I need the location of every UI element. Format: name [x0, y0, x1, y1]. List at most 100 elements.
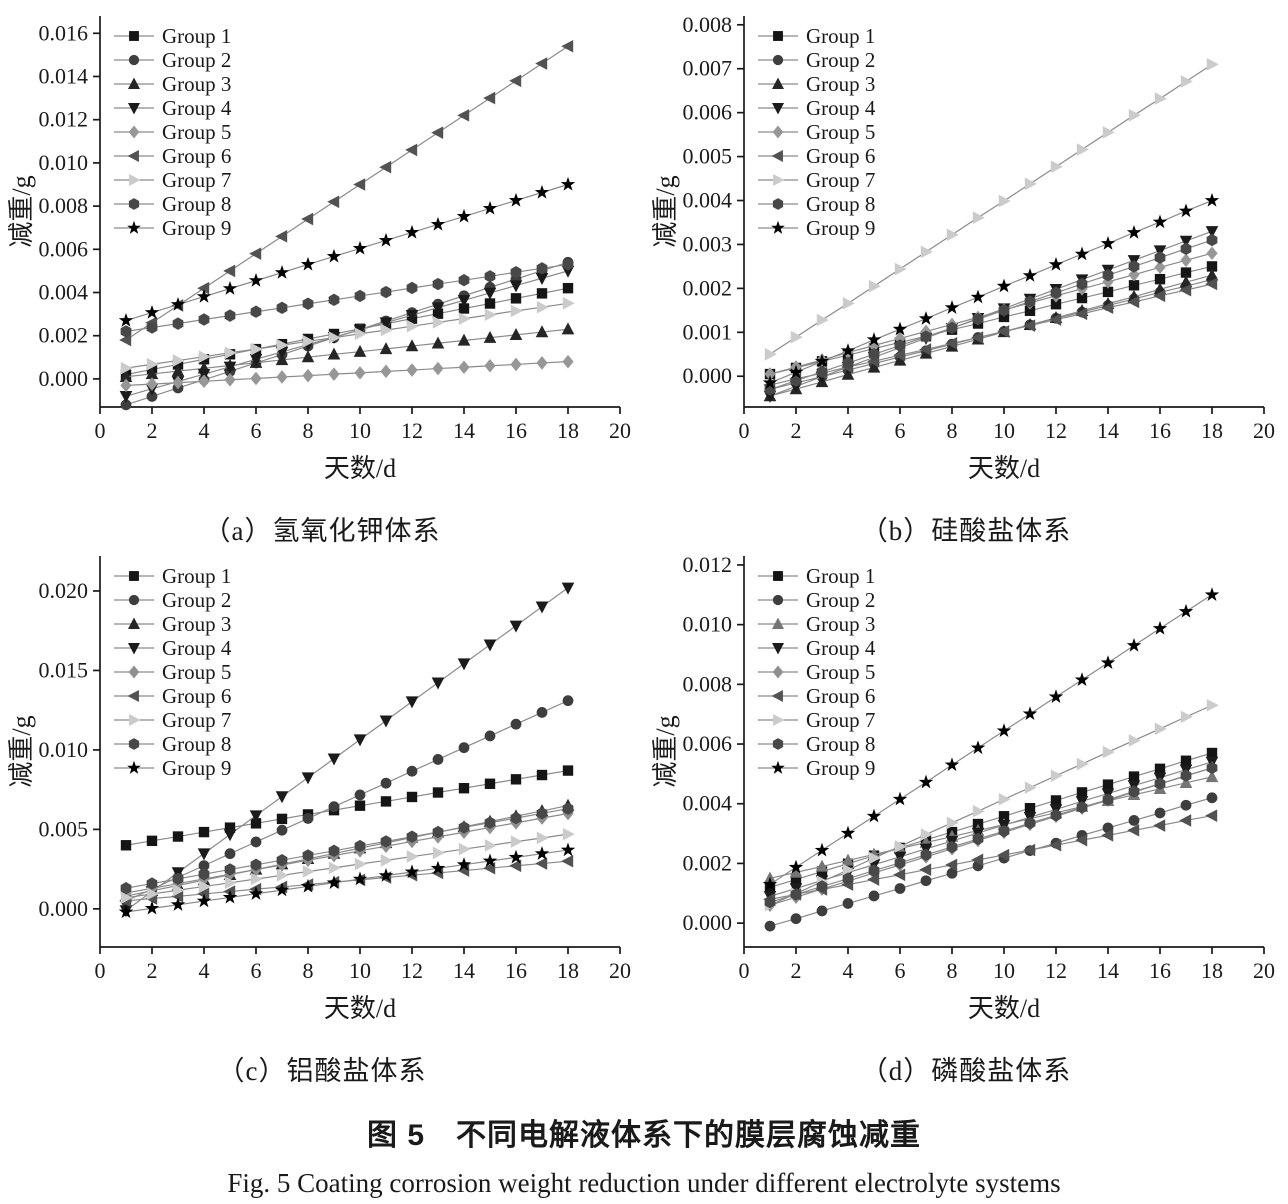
svg-text:2: 2	[147, 958, 158, 983]
svg-text:2: 2	[147, 418, 158, 443]
svg-text:0.014: 0.014	[39, 63, 89, 88]
series-c-5	[120, 806, 574, 900]
svg-text:Group 1: Group 1	[806, 24, 875, 48]
svg-text:14: 14	[453, 958, 475, 983]
x-axis-label: 天数/d	[968, 454, 1040, 483]
series-a-8	[120, 258, 574, 338]
svg-text:4: 4	[199, 958, 210, 983]
svg-text:12: 12	[1045, 958, 1067, 983]
svg-text:10: 10	[349, 958, 371, 983]
svg-text:14: 14	[1097, 958, 1119, 983]
svg-text:Group 7: Group 7	[162, 168, 231, 192]
svg-text:0.004: 0.004	[683, 188, 733, 213]
svg-text:Group 4: Group 4	[806, 636, 876, 660]
series-c-9	[118, 842, 576, 919]
svg-text:18: 18	[1201, 958, 1223, 983]
svg-text:0.002: 0.002	[683, 850, 733, 875]
svg-text:0.020: 0.020	[39, 578, 89, 603]
series-c-2	[120, 695, 574, 907]
chart-b-plot: 0 2 4 6 8 10 12 14 16 18 20 0.000 0.001 0.002 0.003 0.0…	[651, 12, 1276, 483]
svg-text:0: 0	[739, 418, 750, 443]
svg-text:Group 7: Group 7	[806, 168, 875, 192]
svg-text:Group 5: Group 5	[162, 120, 231, 144]
svg-text:Group 8: Group 8	[162, 732, 231, 756]
svg-text:0.012: 0.012	[39, 107, 89, 132]
svg-text:Group 1: Group 1	[806, 564, 875, 588]
chart-d-cell: 0 2 4 6 8 10 12 14 16 18 20 0.000 0.002 0.004 0.006 0.0…	[644, 542, 1288, 1094]
series-d-5	[764, 761, 1218, 913]
svg-text:Group 5: Group 5	[162, 660, 231, 684]
x-axis-label: 天数/d	[324, 994, 396, 1023]
chart-c-caption: （c）铝酸盐体系	[217, 1056, 427, 1086]
svg-text:0.012: 0.012	[683, 552, 733, 577]
series-c-7	[120, 827, 575, 905]
chart-b-cell: 0 2 4 6 8 10 12 14 16 18 20 0.000 0.001 0.002 0.003 0.0…	[644, 2, 1288, 546]
x-axis-label: 天数/d	[968, 994, 1040, 1023]
svg-text:2: 2	[791, 958, 802, 983]
svg-text:Group 1: Group 1	[162, 24, 231, 48]
svg-text:0.016: 0.016	[39, 20, 89, 45]
series-b-8	[764, 233, 1218, 396]
svg-text:0.006: 0.006	[39, 236, 89, 261]
svg-text:0.010: 0.010	[683, 612, 733, 637]
chart-d-canvas: 0 2 4 6 8 10 12 14 16 18 20 0.000 0.002 0.004 0.006 0.0…	[644, 542, 1288, 1047]
svg-text:0.006: 0.006	[683, 100, 733, 125]
svg-text:Group 4: Group 4	[162, 96, 232, 120]
svg-text:0.007: 0.007	[683, 56, 733, 81]
series-b-1	[764, 261, 1218, 380]
svg-text:0.015: 0.015	[39, 657, 89, 682]
svg-text:16: 16	[1149, 958, 1171, 983]
series-a-9	[118, 176, 576, 327]
axes-b: 0 2 4 6 8 10 12 14 16 18 20 0.000 0.001 0.002 0.003 0.0…	[683, 12, 1276, 443]
chart-b-caption: （b）硅酸盐体系	[860, 516, 1072, 546]
svg-text:16: 16	[1149, 418, 1171, 443]
svg-text:18: 18	[557, 418, 579, 443]
series-d-9	[762, 587, 1220, 891]
svg-text:18: 18	[1201, 418, 1223, 443]
svg-text:2: 2	[791, 418, 802, 443]
svg-text:14: 14	[453, 418, 475, 443]
svg-text:20: 20	[1253, 958, 1275, 983]
y-axis-label: 减重/g	[651, 175, 680, 247]
svg-text:6: 6	[895, 418, 906, 443]
series-d-2	[764, 792, 1218, 932]
svg-text:8: 8	[947, 958, 958, 983]
svg-text:Group 9: Group 9	[806, 756, 875, 780]
series-b-9	[762, 192, 1220, 389]
svg-text:12: 12	[401, 958, 423, 983]
series-c-3	[119, 798, 575, 902]
svg-text:4: 4	[199, 418, 210, 443]
chart-c-canvas: 0 2 4 6 8 10 12 14 16 18 20 0.000 0.005 0.010 0.015 0.0…	[0, 542, 644, 1047]
svg-text:18: 18	[557, 958, 579, 983]
svg-text:6: 6	[251, 418, 262, 443]
svg-text:Group 8: Group 8	[806, 732, 875, 756]
chart-a-plot: 0 2 4 6 8 10 12 14 16 18 20 0.000 0.002 0.004 0.006 0.0…	[7, 16, 631, 483]
svg-text:0: 0	[95, 418, 106, 443]
svg-text:0.000: 0.000	[683, 363, 733, 388]
chart-a-caption: （a）氢氧化钾体系	[203, 516, 441, 546]
svg-text:0.004: 0.004	[683, 791, 733, 816]
axes-a: 0 2 4 6 8 10 12 14 16 18 20 0.000 0.002 0.004 0.006 0.0…	[39, 16, 631, 443]
svg-text:12: 12	[401, 418, 423, 443]
svg-text:8: 8	[303, 418, 314, 443]
chart-b-canvas: 0 2 4 6 8 10 12 14 16 18 20 0.000 0.001 0.002 0.003 0.0…	[644, 2, 1288, 507]
svg-text:Group 4: Group 4	[162, 636, 232, 660]
svg-text:Group 8: Group 8	[162, 192, 231, 216]
svg-text:6: 6	[251, 958, 262, 983]
series-a-4	[119, 265, 575, 403]
svg-text:0.008: 0.008	[39, 193, 89, 218]
svg-text:Group 6: Group 6	[806, 144, 875, 168]
svg-text:0.002: 0.002	[683, 275, 733, 300]
svg-text:Group 8: Group 8	[806, 192, 875, 216]
svg-text:16: 16	[505, 418, 527, 443]
svg-text:Group 7: Group 7	[806, 708, 875, 732]
svg-text:0.000: 0.000	[39, 896, 89, 921]
svg-text:Group 6: Group 6	[806, 684, 875, 708]
svg-text:Group 9: Group 9	[162, 756, 231, 780]
chart-a-canvas: 0 2 4 6 8 10 12 14 16 18 20 0.000 0.002 0.004 0.006 0.0…	[0, 2, 644, 507]
svg-text:20: 20	[609, 418, 631, 443]
series-b-7	[764, 58, 1219, 361]
